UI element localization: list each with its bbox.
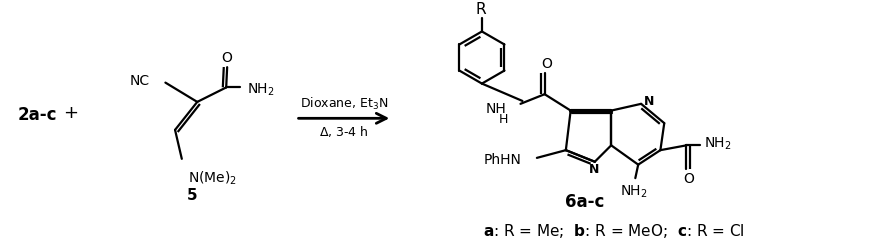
Text: NC: NC: [130, 74, 150, 88]
Text: NH$_2$: NH$_2$: [619, 184, 647, 200]
Text: PhHN: PhHN: [484, 153, 522, 167]
Text: 6a-c: 6a-c: [565, 193, 605, 211]
Text: +: +: [63, 105, 78, 123]
Text: 2a-c: 2a-c: [18, 106, 57, 124]
Text: O: O: [222, 52, 233, 65]
Text: NH: NH: [486, 102, 506, 116]
Text: NH$_2$: NH$_2$: [247, 81, 275, 98]
Text: Dioxane, Et$_3$N: Dioxane, Et$_3$N: [299, 96, 388, 112]
Text: R: R: [476, 2, 486, 17]
Text: N: N: [643, 95, 654, 108]
Text: $\mathbf{a}$: R = Me;  $\mathbf{b}$: R = MeO;  $\mathbf{c}$: R = Cl: $\mathbf{a}$: R = Me; $\mathbf{b}$: R = …: [483, 222, 745, 240]
Text: $\Delta$, 3-4 h: $\Delta$, 3-4 h: [319, 124, 369, 139]
Text: N(Me)$_2$: N(Me)$_2$: [188, 170, 237, 187]
Text: O: O: [683, 172, 694, 186]
Text: N: N: [588, 163, 599, 176]
Text: H: H: [499, 113, 508, 126]
Text: 5: 5: [187, 188, 198, 203]
Text: NH$_2$: NH$_2$: [703, 135, 732, 152]
Text: O: O: [541, 57, 552, 71]
